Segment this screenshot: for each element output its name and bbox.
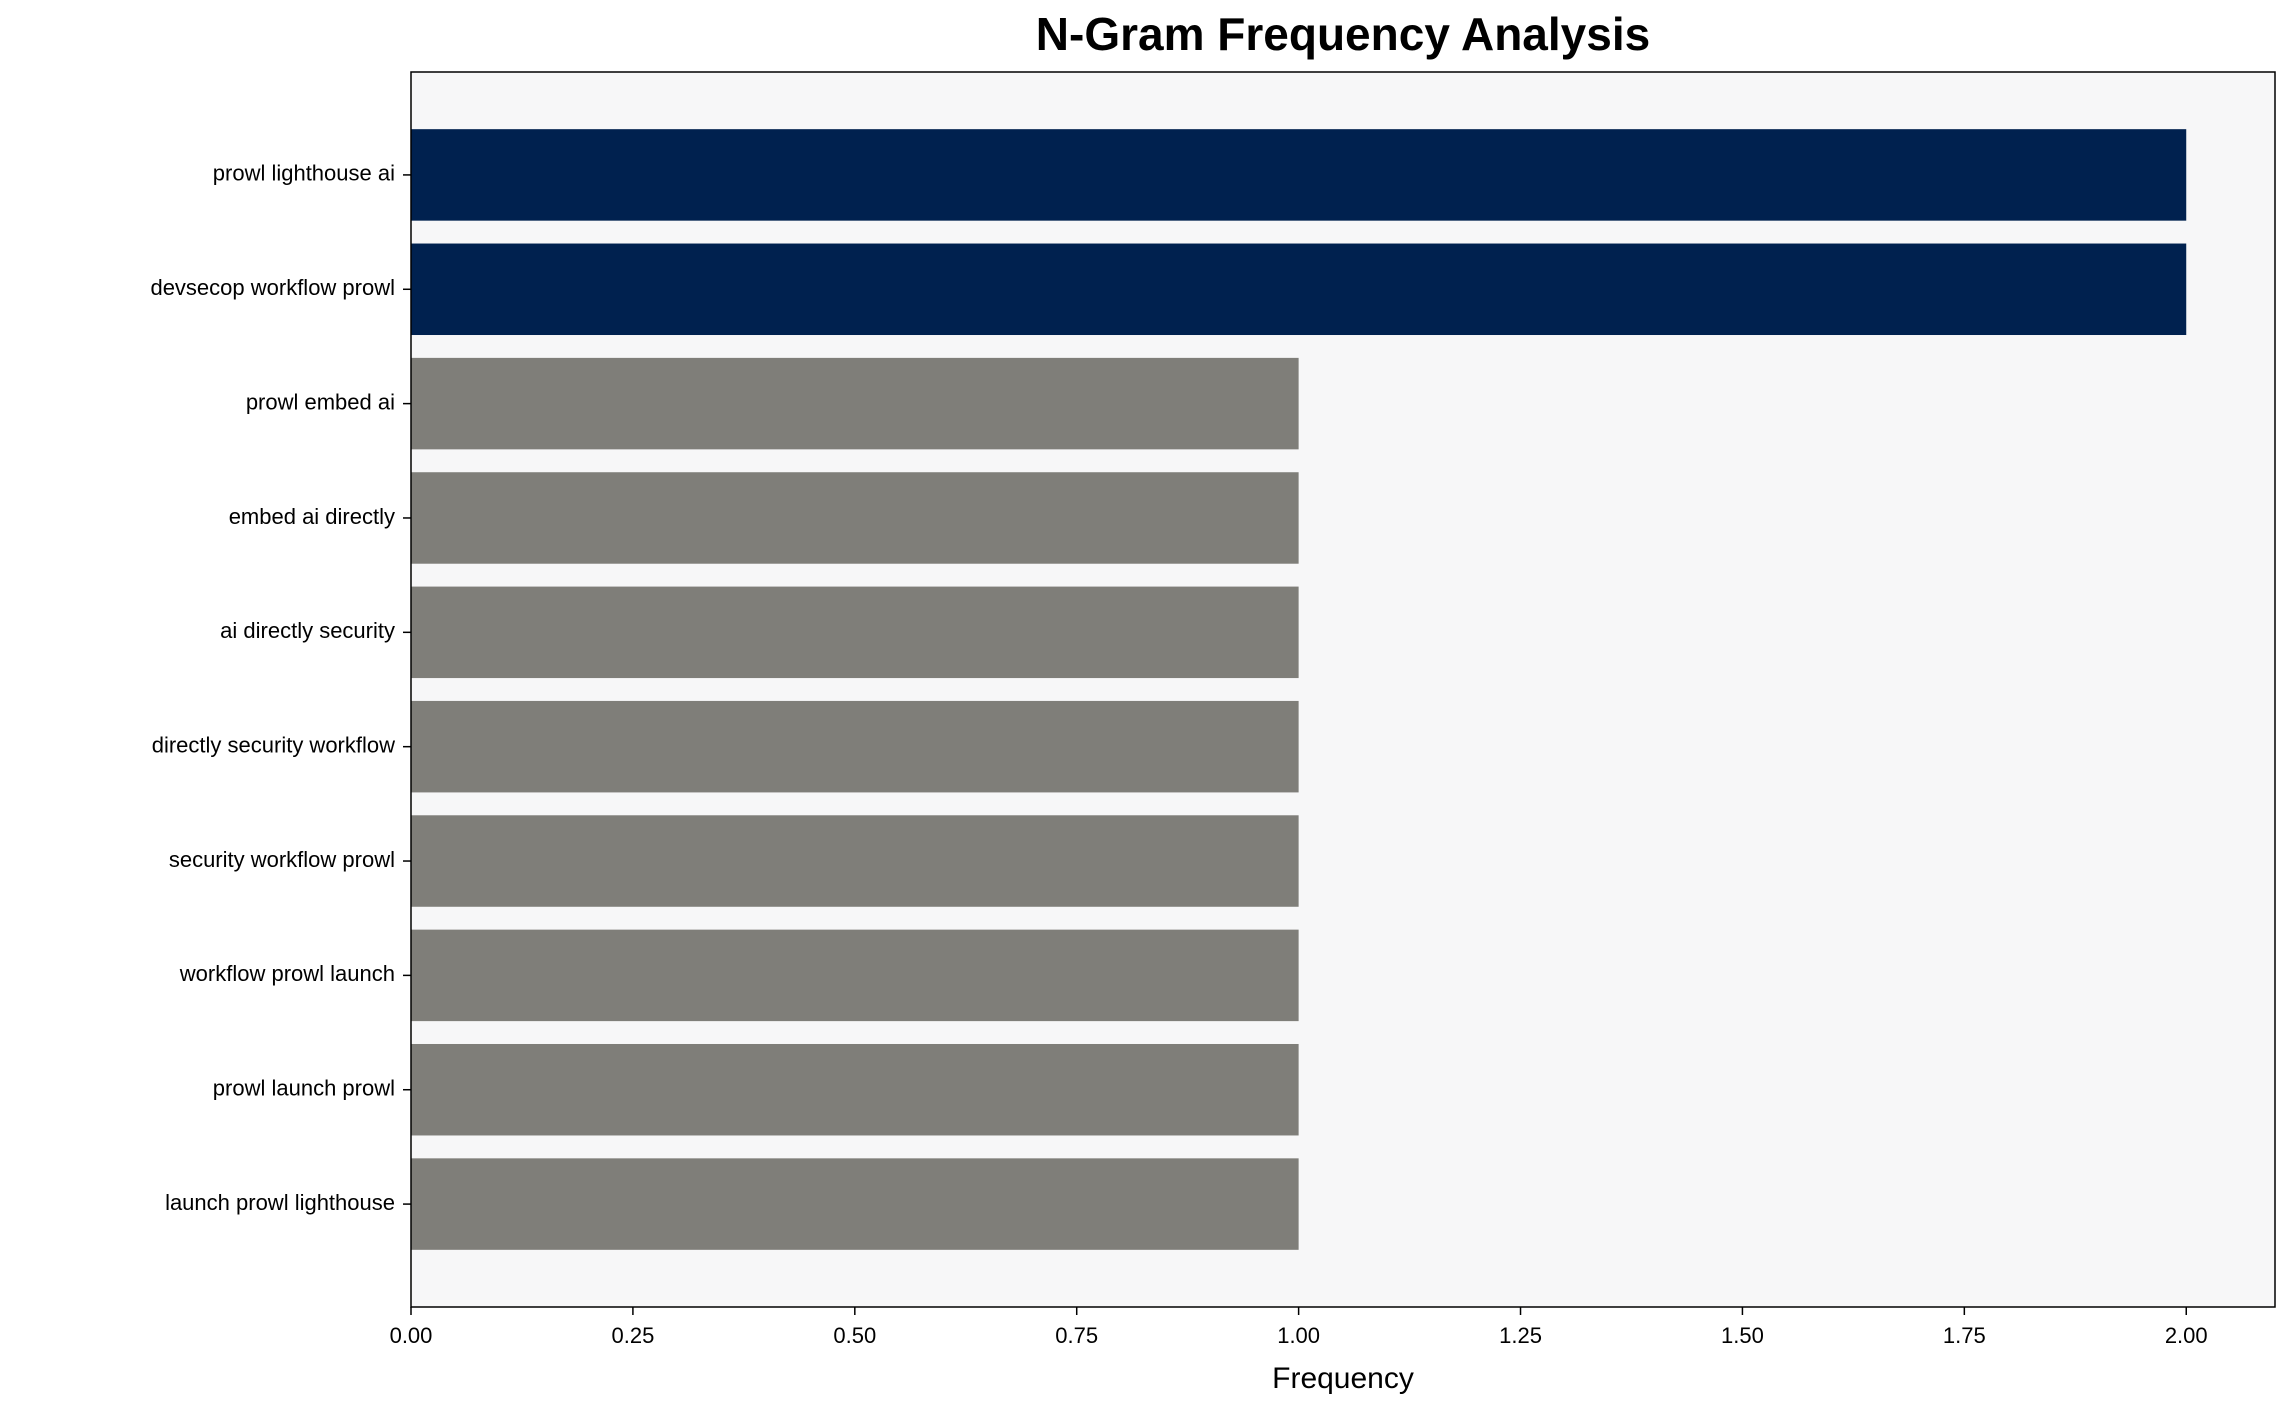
y-tick-label: prowl embed ai	[246, 389, 395, 414]
bar	[411, 357, 1299, 450]
bar	[411, 129, 2187, 221]
x-tick-label: 0.25	[611, 1323, 654, 1348]
bar	[411, 586, 1299, 679]
x-tick-label: 1.50	[1721, 1323, 1764, 1348]
y-tick-label: prowl lighthouse ai	[213, 161, 395, 186]
y-tick-label: workflow prowl launch	[179, 961, 395, 986]
bar	[411, 1158, 1299, 1250]
bar	[411, 243, 2187, 336]
y-tick-label: prowl launch prowl	[213, 1076, 395, 1101]
x-tick-label: 2.00	[2165, 1323, 2208, 1348]
x-tick-label: 0.50	[833, 1323, 876, 1348]
y-tick-label: embed ai directly	[229, 504, 395, 529]
bar	[411, 700, 1299, 793]
y-tick-label: launch prowl lighthouse	[165, 1190, 395, 1215]
bar	[411, 1043, 1299, 1136]
x-tick-label: 1.75	[1943, 1323, 1986, 1348]
x-axis-label: Frequency	[1272, 1362, 1414, 1395]
bar	[411, 815, 1299, 907]
x-tick-label: 0.00	[390, 1323, 433, 1348]
plot-frame	[410, 71, 2276, 1308]
x-tick-label: 1.00	[1277, 1323, 1320, 1348]
x-tick-label: 0.75	[1055, 1323, 1098, 1348]
bar	[411, 472, 1299, 564]
x-tick-label: 1.25	[1499, 1323, 1542, 1348]
chart-title: N-Gram Frequency Analysis	[1036, 8, 1650, 60]
y-tick-label: ai directly security	[220, 618, 395, 643]
y-tick-label: security workflow prowl	[169, 847, 395, 872]
y-tick-label: directly security workflow	[152, 732, 395, 757]
bar	[411, 929, 1299, 1022]
y-tick-label: devsecop workflow prowl	[150, 275, 395, 300]
